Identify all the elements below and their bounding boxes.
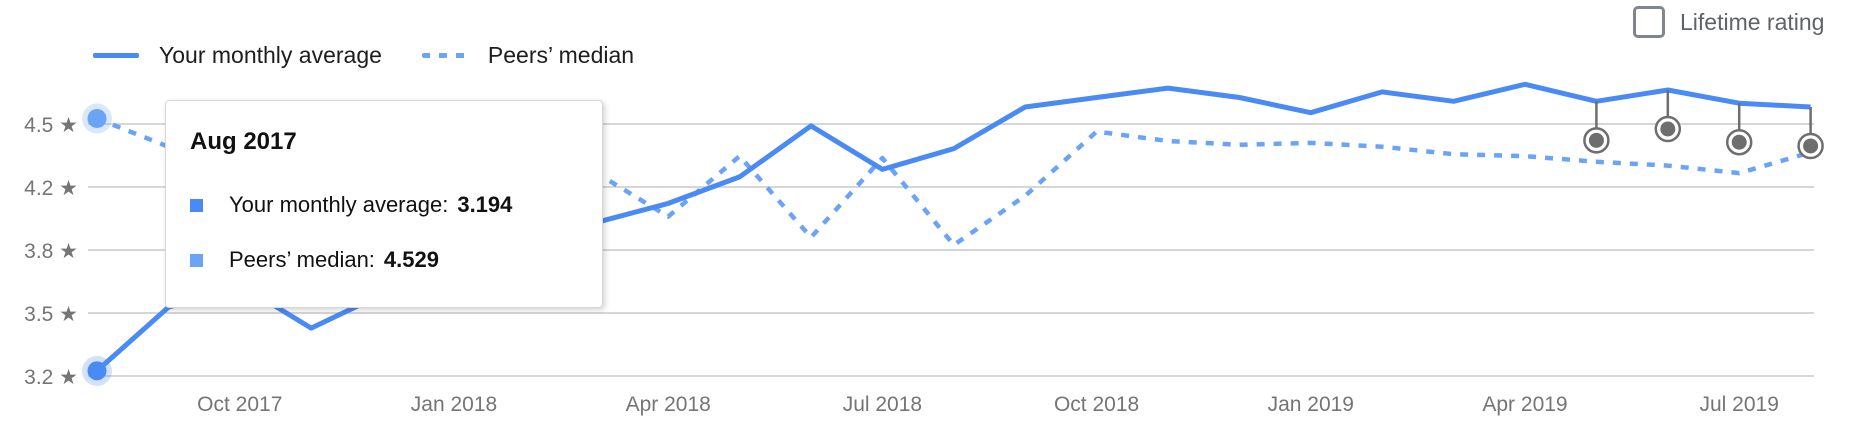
event-marker-dot-icon[interactable]: [1660, 121, 1676, 137]
tooltip-row-label: Your monthly average:: [229, 192, 449, 217]
event-marker-dot-icon[interactable]: [1731, 134, 1747, 150]
chart-tooltip: Aug 2017 Your monthly average: 3.194 Pee…: [165, 100, 603, 308]
tooltip-row-peers-median: Peers’ median: 4.529: [190, 247, 602, 273]
x-axis-label: Oct 2017: [197, 393, 282, 416]
y-axis-label: 3.8 ★: [24, 240, 78, 263]
x-axis-label: Oct 2018: [1054, 393, 1139, 416]
y-axis-label: 3.5 ★: [24, 303, 78, 326]
highlighted-point-dot[interactable]: [87, 361, 107, 381]
tooltip-row-value: 3.194: [457, 192, 513, 217]
dotted-line-swatch-icon: [421, 53, 468, 58]
legend-item-your-monthly-average: Your monthly average: [93, 42, 382, 69]
tooltip-row-value: 4.529: [383, 247, 439, 272]
event-marker-dot-icon[interactable]: [1803, 138, 1819, 154]
lifetime-rating-checkbox[interactable]: [1633, 6, 1665, 38]
highlighted-point-dot[interactable]: [87, 109, 107, 129]
y-axis-label: 4.5 ★: [24, 114, 78, 137]
series-bullet-icon: [190, 198, 203, 212]
lifetime-rating-toggle[interactable]: Lifetime rating: [1633, 6, 1824, 38]
chart-legend: Your monthly average Peers’ median: [93, 42, 634, 69]
series-bullet-icon: [190, 253, 203, 267]
x-axis-label: Jul 2018: [843, 393, 922, 416]
legend-label-your-monthly-average: Your monthly average: [159, 42, 382, 68]
solid-line-swatch-icon: [93, 53, 139, 58]
y-axis-label: 3.2 ★: [24, 366, 78, 389]
x-axis-label: Jul 2019: [1699, 393, 1778, 416]
legend-item-peers-median: Peers’ median: [421, 42, 635, 69]
y-axis-label: 4.2 ★: [24, 177, 78, 200]
legend-label-peers-median: Peers’ median: [487, 42, 635, 68]
lifetime-rating-label: Lifetime rating: [1680, 8, 1825, 35]
event-marker-dot-icon[interactable]: [1588, 132, 1604, 148]
x-axis-label: Jan 2019: [1268, 393, 1354, 416]
x-axis-label: Apr 2018: [626, 393, 711, 416]
tooltip-title: Aug 2017: [190, 128, 297, 155]
x-axis-label: Apr 2019: [1482, 393, 1567, 416]
x-axis-label: Jan 2018: [411, 393, 497, 416]
tooltip-row-your-monthly-average: Your monthly average: 3.194: [190, 192, 602, 218]
tooltip-row-label: Peers’ median:: [229, 247, 375, 272]
